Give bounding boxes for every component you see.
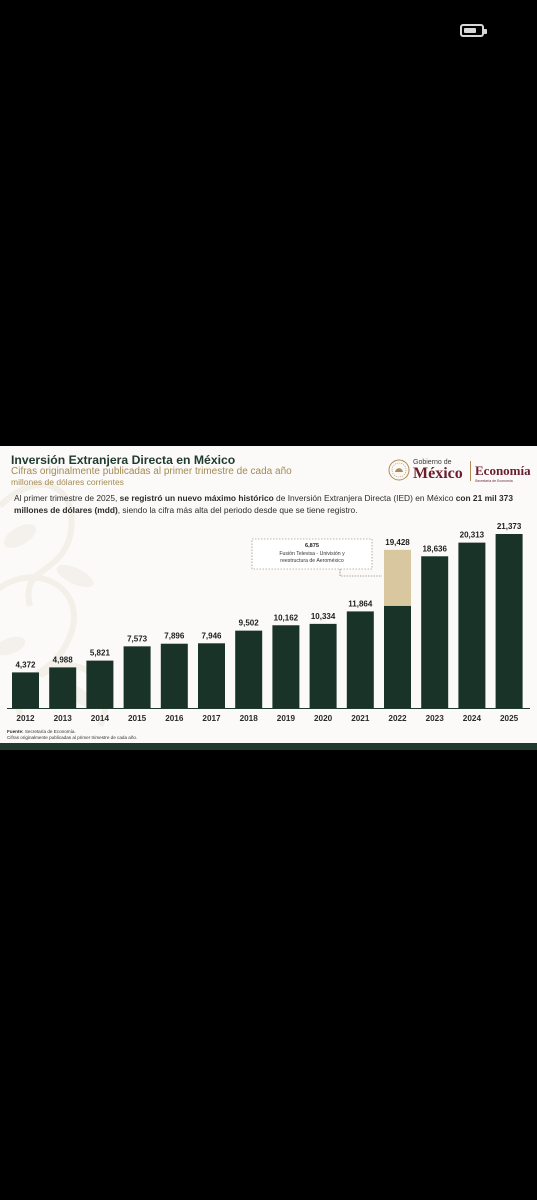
bar-value-label: 7,573 [127, 634, 148, 643]
x-tick-label: 2023 [426, 714, 445, 723]
bar-value-label: 7,946 [201, 631, 222, 640]
source-text: Secretaría de Economía. [23, 729, 76, 734]
x-tick-label: 2025 [500, 714, 519, 723]
bar [309, 623, 337, 708]
bar [384, 605, 411, 708]
government-logos: Gobierno de México Economía Secretaría d… [388, 457, 531, 485]
bar-value-label: 5,821 [90, 649, 111, 658]
x-tick-label: 2015 [128, 714, 147, 723]
bar-segment [384, 549, 411, 606]
x-tick-label: 2013 [54, 714, 73, 723]
x-tick-label: 2019 [277, 714, 296, 723]
bar [160, 643, 188, 708]
bar-value-label: 9,502 [239, 619, 260, 628]
national-seal-icon [388, 459, 410, 481]
gobierno-small-text: Gobierno de [413, 459, 452, 466]
gobierno-mexico-text: México [413, 465, 463, 482]
x-tick-label: 2014 [91, 714, 110, 723]
x-tick-label: 2024 [463, 714, 482, 723]
desc-part: , siendo la cifra más alta del periodo d… [117, 505, 358, 515]
x-tick-label: 2017 [202, 714, 221, 723]
description-paragraph: Al primer trimestre de 2025, se registró… [14, 492, 526, 516]
status-bar [0, 0, 537, 60]
page-subtitle: Cifras originalmente publicadas al prime… [11, 466, 292, 477]
bar [235, 630, 263, 708]
desc-part: Al primer trimestre de 2025, [14, 493, 120, 503]
footer-bar [0, 743, 537, 750]
bar-value-label: 19,428 [385, 538, 410, 547]
x-tick-label: 2022 [388, 714, 407, 723]
battery-level [464, 28, 476, 33]
bar-value-label: 4,372 [15, 660, 36, 669]
source-label: Fuente: [7, 729, 24, 734]
bar [12, 672, 39, 708]
ied-bar-chart: 4,372 2012 4,988 2013 5,821 2014 7,573 2015 7,89… [7, 522, 530, 723]
bar-value-label: 7,896 [164, 632, 185, 641]
bar-value-label: 10,334 [311, 612, 336, 621]
source-note: Fuente: Secretaría de Economía. Cifras o… [7, 729, 137, 741]
infographic-slide: Inversión Extranjera Directa en México C… [0, 446, 537, 750]
bar-value-label: 20,313 [460, 531, 485, 540]
bar [123, 646, 151, 708]
bar-value-label: 21,373 [497, 522, 522, 531]
annotation-value: 6,875 [305, 543, 319, 549]
units-label: millones de dólares corrientes [11, 477, 124, 487]
bar [346, 611, 374, 708]
bar [49, 667, 77, 708]
battery-icon [460, 24, 487, 37]
x-tick-label: 2016 [165, 714, 184, 723]
bar [421, 556, 449, 708]
economia-small-text: Secretaría de Economía [475, 479, 513, 483]
x-tick-label: 2020 [314, 714, 333, 723]
source-footnote: Cifras originalmente publicadas al prime… [7, 735, 138, 740]
x-tick-label: 2012 [16, 714, 35, 723]
economia-logo-text: Economía [475, 463, 531, 478]
bar [495, 534, 523, 708]
x-tick-label: 2021 [351, 714, 370, 723]
annotation-connector [339, 569, 382, 577]
annotation-text: reestructura de Aeroméxico [280, 558, 344, 564]
bar-value-label: 18,636 [422, 544, 447, 553]
desc-part: de Inversión Extranjera Directa (IED) en… [273, 493, 456, 503]
x-tick-label: 2018 [240, 714, 259, 723]
bar [86, 660, 114, 708]
bar [458, 542, 486, 708]
bar-value-label: 10,162 [274, 613, 299, 622]
logo-divider [470, 461, 471, 481]
bar [198, 643, 225, 708]
bar-value-label: 4,988 [53, 655, 74, 664]
source-line: Fuente: Secretaría de Economía. [7, 729, 137, 735]
desc-bold: se registró un nuevo máximo histórico [119, 493, 274, 503]
annotation-box [251, 538, 373, 570]
desc-bold: con 21 mil 373 millones de dólares (mdd) [14, 493, 513, 515]
bar-value-label: 11,864 [348, 599, 373, 608]
bar [272, 625, 300, 708]
annotation-text: Fusión Televisa - Univisión y [279, 551, 345, 557]
page-title: Inversión Extranjera Directa en México [11, 453, 236, 467]
